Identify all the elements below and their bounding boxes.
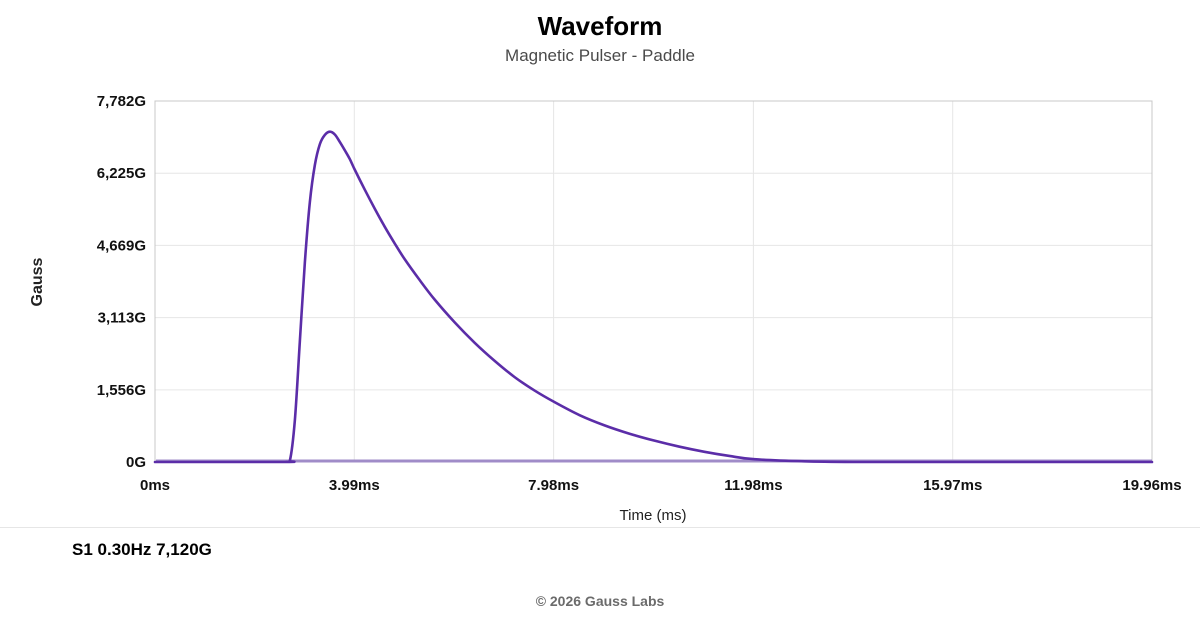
y-tick-label-0: 0G xyxy=(126,454,146,471)
y-tick-label-1: 1,556G xyxy=(97,382,146,399)
pulse-stats: S1 0.30Hz 7,120G xyxy=(72,540,212,559)
footer-copyright: © 2026 Gauss Labs xyxy=(535,593,665,609)
y-axis-ticks: 0G 1,556G 3,113G 4,669G 6,225G 7,782G xyxy=(97,93,146,471)
y-tick-label-4: 6,225G xyxy=(97,165,146,182)
x-tick-label-0: 0ms xyxy=(140,477,170,494)
y-tick-label-3: 4,669G xyxy=(97,237,146,254)
waveform-chart: 0G 1,556G 3,113G 4,669G 6,225G 7,782G 0ms 3.99… xyxy=(29,93,1182,524)
y-axis-label: Gauss xyxy=(29,257,46,306)
divider xyxy=(0,527,1200,528)
x-axis-label: Time (ms) xyxy=(620,507,687,524)
y-tick-label-5: 7,782G xyxy=(97,93,146,110)
x-tick-label-2: 7.98ms xyxy=(528,477,579,494)
x-axis-ticks: 0ms 3.99ms 7.98ms 11.98ms 15.97ms 19.96ms xyxy=(140,477,1182,494)
chart-title: Waveform xyxy=(537,11,663,41)
chart-subtitle: Magnetic Pulser - Paddle xyxy=(505,46,695,65)
x-tick-label-3: 11.98ms xyxy=(724,477,782,494)
x-tick-label-5: 19.96ms xyxy=(1122,477,1181,494)
series-line-0 xyxy=(153,130,1154,464)
y-tick-label-2: 3,113G xyxy=(98,310,146,327)
x-tick-label-1: 3.99ms xyxy=(329,477,380,494)
series-layer xyxy=(153,130,1154,464)
x-tick-label-4: 15.97ms xyxy=(923,477,982,494)
